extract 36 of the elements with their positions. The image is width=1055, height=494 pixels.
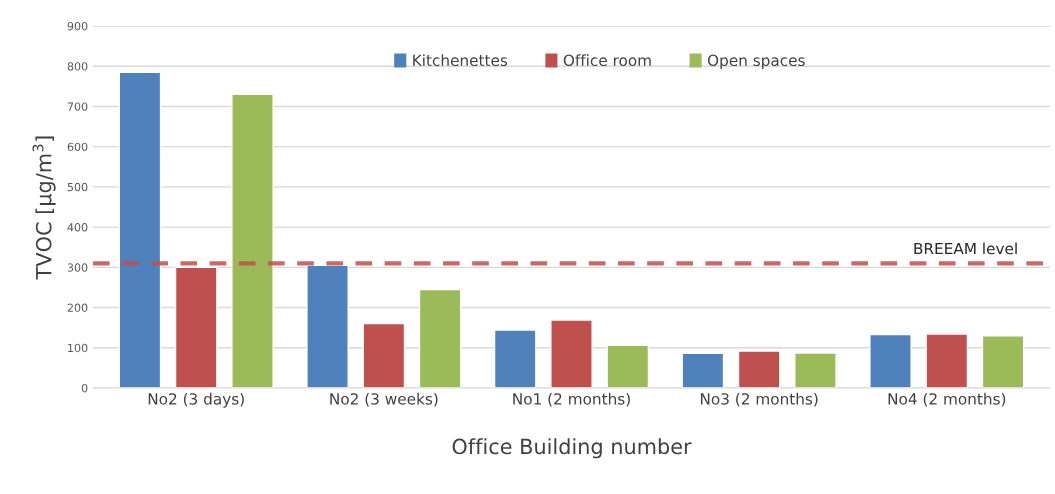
y-tick-label: 300 — [67, 263, 88, 272]
x-tick-label: No3 (2 months) — [700, 392, 818, 407]
y-tick-label: 200 — [67, 303, 88, 312]
bar — [362, 322, 406, 388]
bar — [869, 333, 912, 388]
bar — [737, 350, 781, 388]
y-tick-label: 700 — [67, 102, 88, 111]
x-axis-title: Office Building number — [452, 438, 692, 459]
bar — [794, 352, 837, 388]
bar — [550, 319, 593, 388]
legend-label: Open spaces — [707, 54, 805, 70]
bar — [925, 333, 969, 388]
bar — [493, 329, 537, 388]
y-tick-label: 600 — [67, 142, 88, 152]
y-tick-label: 500 — [67, 182, 88, 192]
bar — [981, 335, 1025, 388]
bar — [306, 264, 349, 388]
bar — [118, 71, 162, 388]
y-axis-title: TVOC [μg/m$^{3}$] — [32, 136, 56, 280]
x-tick-label: No4 (2 months) — [888, 392, 1006, 407]
bar — [231, 93, 274, 388]
bar — [174, 266, 218, 388]
bar — [418, 288, 462, 388]
legend-label: Office room — [563, 54, 651, 67]
x-tick-label: No2 (3 days) — [148, 392, 244, 408]
bar — [681, 352, 725, 388]
y-tick-label: 0 — [81, 383, 88, 393]
x-tick-label: No1 (2 months) — [513, 392, 630, 407]
bar — [606, 344, 650, 388]
y-tick-label: 400 — [67, 223, 88, 232]
ref-line-label: BREEAM level — [914, 242, 1017, 255]
legend-label: Kitchenettes — [413, 54, 508, 67]
y-tick-label: 900 — [67, 21, 88, 31]
x-tick-label: No2 (3 weeks) — [330, 392, 438, 407]
y-tick-label: 100 — [68, 343, 88, 353]
y-tick-label: 800 — [67, 62, 88, 71]
